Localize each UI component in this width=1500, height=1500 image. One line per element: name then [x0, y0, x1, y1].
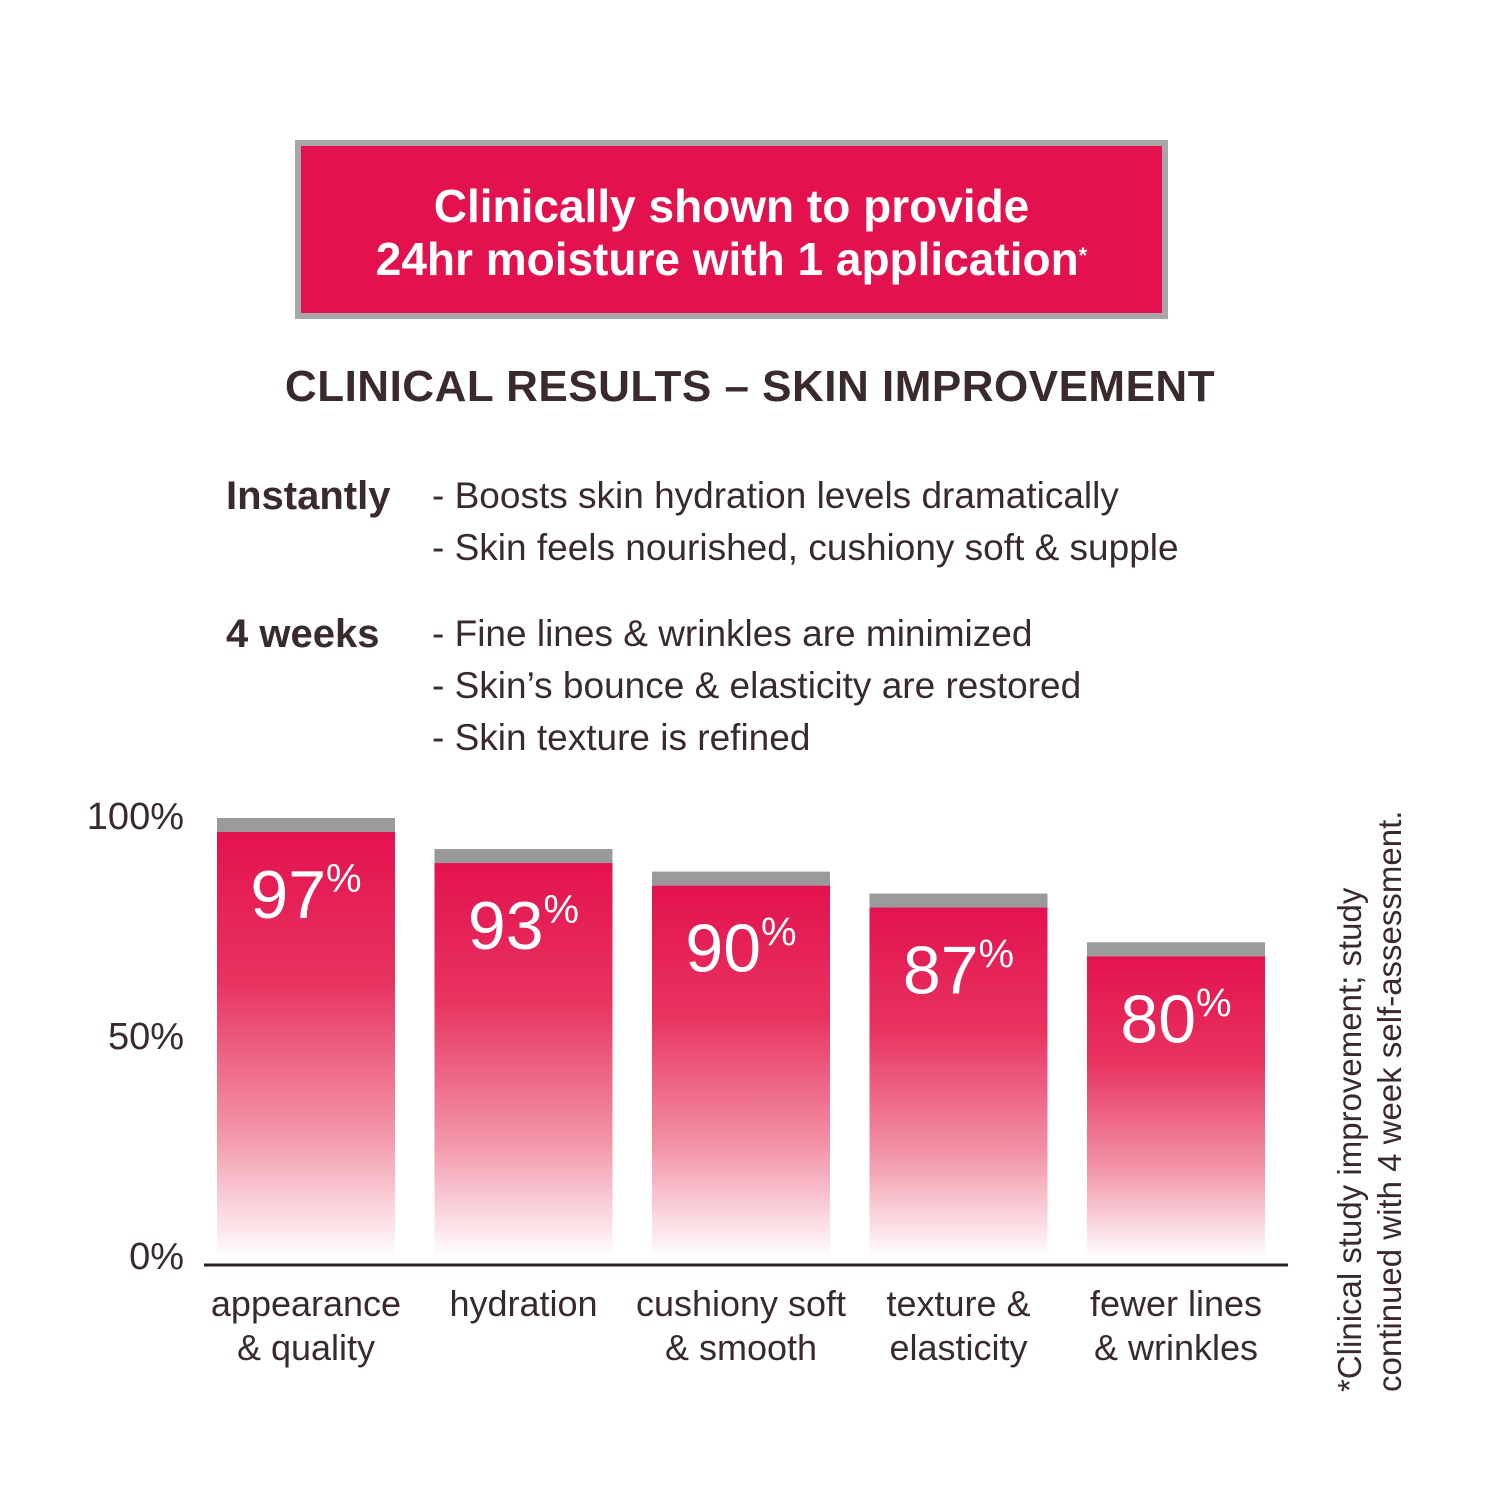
bar — [652, 885, 830, 1258]
bar-cap — [217, 818, 395, 832]
bar — [869, 907, 1048, 1258]
x-category-label: cushiony soft & smooth — [621, 1282, 861, 1370]
claim-label: Instantly — [226, 474, 391, 518]
claims-list: Instantly Boosts skin hydration levels d… — [226, 470, 1326, 798]
bar — [1087, 956, 1265, 1258]
category-label-line: cushiony soft — [635, 1283, 847, 1324]
claim-items: Fine lines & wrinkles are minimized Skin… — [432, 608, 1082, 764]
category-label-line: & wrinkles — [1093, 1327, 1259, 1368]
category-label-line: elasticity — [889, 1327, 1028, 1368]
bar-cap — [869, 893, 1048, 908]
banner-line-2: 24hr moisture with 1 application* — [301, 233, 1162, 286]
category-label-line: appearance — [210, 1283, 402, 1324]
claim-items: Boosts skin hydration levels dramaticall… — [432, 470, 1179, 574]
bar-cap — [1087, 942, 1265, 957]
x-category-label: texture & elasticity — [839, 1282, 1079, 1370]
category-label-line: & smooth — [664, 1327, 818, 1368]
banner-footnote-marker: * — [1078, 243, 1088, 268]
category-label-line: & quality — [236, 1327, 376, 1368]
bar — [434, 863, 613, 1258]
claim-item: Fine lines & wrinkles are minimized — [432, 608, 1081, 660]
banner-line-1: Clinically shown to provide — [433, 180, 1030, 232]
banner-line-2-text: 24hr moisture with 1 application — [375, 233, 1079, 285]
headline-banner: Clinically shown to provide 24hr moistur… — [295, 140, 1168, 319]
bar-value-label: 87% — [903, 933, 1014, 1009]
y-tick-label-100: 100% — [86, 796, 184, 838]
claim-item: Skin feels nourished, cushiony soft & su… — [432, 522, 1179, 574]
x-category-label: fewer lines & wrinkles — [1056, 1282, 1296, 1370]
bar-value-label: 80% — [1120, 981, 1231, 1057]
x-category-label: hydration — [404, 1282, 644, 1326]
claim-group-instantly: Instantly Boosts skin hydration levels d… — [226, 470, 1326, 574]
claim-label: 4 weeks — [226, 612, 380, 656]
claim-group-4-weeks: 4 weeks Fine lines & wrinkles are minimi… — [226, 608, 1326, 764]
y-tick-label-0: 0% — [129, 1236, 184, 1278]
chart-heading: CLINICAL RESULTS – SKIN IMPROVEMENT — [284, 362, 1216, 411]
y-tick-label-50: 50% — [107, 1016, 184, 1058]
category-label-line: fewer lines — [1089, 1283, 1263, 1324]
footnote: *Clinical study improvement; study conti… — [1330, 692, 1410, 1392]
bars-group: 97% 93% 90% 87% 80% — [217, 818, 1265, 1258]
claim-item: Skin texture is refined — [432, 712, 1081, 764]
bar-cap — [434, 849, 613, 864]
footnote-line-2: continued with 4 week self-assessment. — [1371, 810, 1408, 1392]
bar — [217, 832, 395, 1258]
bar-value-label: 93% — [468, 888, 579, 964]
claim-item: Skin’s bounce & elasticity are restored — [432, 660, 1082, 712]
category-label-line: hydration — [449, 1283, 598, 1324]
bar-cap — [652, 871, 830, 886]
bar-value-label: 97% — [250, 857, 361, 933]
claim-item: Boosts skin hydration levels dramaticall… — [432, 470, 1179, 522]
category-label-line: texture & — [886, 1283, 1031, 1324]
bar-value-label: 90% — [685, 911, 796, 987]
x-category-label: appearance & quality — [186, 1282, 426, 1370]
footnote-line-1: *Clinical study improvement; study — [1331, 887, 1368, 1392]
